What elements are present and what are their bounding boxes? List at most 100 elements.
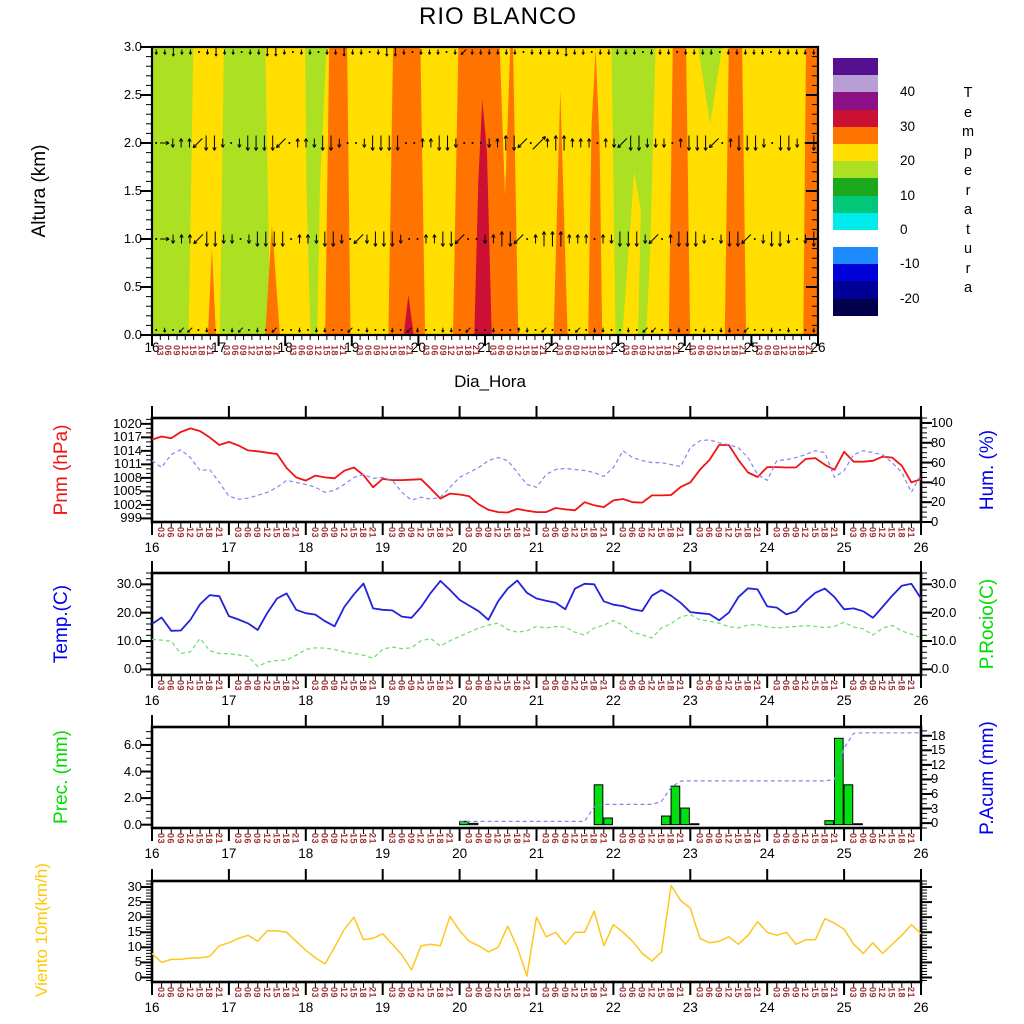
hour-label: 15: [655, 680, 666, 692]
hour-label: 06: [627, 987, 638, 999]
hour-label: 15: [521, 345, 532, 357]
hour-label: 12: [184, 680, 195, 692]
day-label: 16: [144, 693, 160, 708]
hour-label: 06: [165, 680, 176, 692]
hour-label: 03: [288, 345, 299, 357]
day-label: 24: [759, 693, 775, 708]
hour-label: 09: [559, 987, 570, 999]
hour-label: 12: [569, 680, 580, 692]
hour-label: 06: [242, 680, 253, 692]
hour-label: 03: [540, 833, 551, 845]
tick-label: 4.0: [123, 763, 142, 779]
hour-label: 15: [271, 680, 282, 692]
hour-label: 15: [254, 345, 265, 357]
hour-label: 03: [771, 527, 782, 539]
panel-2-axes: [141, 561, 932, 688]
tick-label: 3.0: [123, 39, 142, 54]
hour-label: 15: [425, 527, 436, 539]
hour-label: 12: [261, 833, 272, 845]
hour-label: 03: [848, 833, 859, 845]
hour-label: 12: [261, 987, 272, 999]
hour-label: 12: [646, 680, 657, 692]
hour-label: 03: [848, 527, 859, 539]
hour-label: 18: [281, 833, 292, 845]
day-label: 20: [452, 693, 468, 708]
hour-label: 21: [444, 833, 455, 845]
hour-label: 03: [754, 345, 765, 357]
hour-label: 21: [598, 833, 609, 845]
hour-label: 03: [687, 345, 698, 357]
hour-label: 09: [406, 680, 417, 692]
hour-label: 09: [790, 680, 801, 692]
hour-label: 03: [386, 680, 397, 692]
hour-label: 15: [502, 833, 513, 845]
hour-label: 18: [263, 345, 274, 357]
hour-label: 06: [473, 680, 484, 692]
hour-label: 21: [675, 987, 686, 999]
day-label: 21: [477, 340, 493, 355]
hour-label: 18: [434, 680, 445, 692]
hour-label: 03: [694, 987, 705, 999]
day-label: 21: [528, 693, 545, 708]
day-label: 16: [144, 540, 160, 555]
tick-label: 5: [134, 954, 142, 970]
hour-label: 15: [271, 833, 282, 845]
day-label: 25: [836, 540, 852, 555]
hour-label: 15: [194, 680, 205, 692]
hour-label: 03: [233, 680, 243, 692]
tick-label: 20.0: [931, 604, 957, 620]
tick-label: 10: [127, 939, 142, 955]
hour-label: 21: [670, 345, 681, 357]
hour-label: 06: [629, 345, 640, 357]
hour-label: 15: [188, 345, 199, 357]
hour-label: 06: [627, 527, 638, 539]
day-label: 26: [913, 693, 929, 708]
hour-label: 18: [588, 833, 599, 845]
temperature-colorbar: [833, 58, 878, 316]
hour-label: 18: [357, 987, 368, 999]
hour-label: 06: [319, 987, 330, 999]
hour-label: 09: [175, 833, 186, 845]
hour-label: 12: [779, 345, 790, 357]
day-label: 24: [759, 540, 775, 555]
hour-label: 15: [321, 345, 332, 357]
hour-label: 15: [809, 987, 820, 999]
hour-label: 03: [621, 345, 632, 357]
hour-label: 06: [165, 987, 176, 999]
tick-label: 0.0: [123, 661, 142, 677]
hour-label: 12: [877, 680, 888, 692]
hour-label: 09: [371, 345, 382, 357]
hour-label: 09: [770, 345, 781, 357]
hour-label: 12: [723, 527, 734, 539]
hour-label: 18: [281, 680, 292, 692]
hour-label: 09: [704, 345, 715, 357]
hour-label: 03: [233, 987, 243, 999]
hour-label: 18: [665, 527, 676, 539]
hour-label: 03: [463, 987, 474, 999]
colorbar-label: 30: [900, 118, 916, 134]
tick-label: 0.5: [123, 279, 142, 294]
hour-label: 03: [233, 527, 243, 539]
day-label: 18: [298, 540, 314, 555]
colorbar-swatch: [833, 229, 878, 248]
hour-label: 09: [790, 527, 801, 539]
hour-label: 09: [406, 987, 417, 999]
hour-label: 06: [550, 833, 561, 845]
hour-label: 18: [819, 527, 830, 539]
hour-label: 06: [473, 527, 484, 539]
tick-label: 40: [931, 474, 946, 490]
hour-label: 09: [171, 345, 182, 357]
hour-label: 12: [415, 833, 426, 845]
hour-label: 21: [905, 987, 916, 999]
hour-label: 03: [233, 833, 243, 845]
day-label: 25: [743, 340, 759, 355]
hour-label: 21: [537, 345, 548, 357]
day-label: 16: [144, 846, 160, 861]
hour-label: 03: [463, 680, 474, 692]
hour-label: 12: [569, 527, 580, 539]
hour-label: 15: [654, 345, 665, 357]
hour-label: 18: [434, 527, 445, 539]
hour-label: 21: [204, 345, 215, 357]
hour-label: 03: [421, 345, 432, 357]
hour-label: 06: [473, 987, 484, 999]
